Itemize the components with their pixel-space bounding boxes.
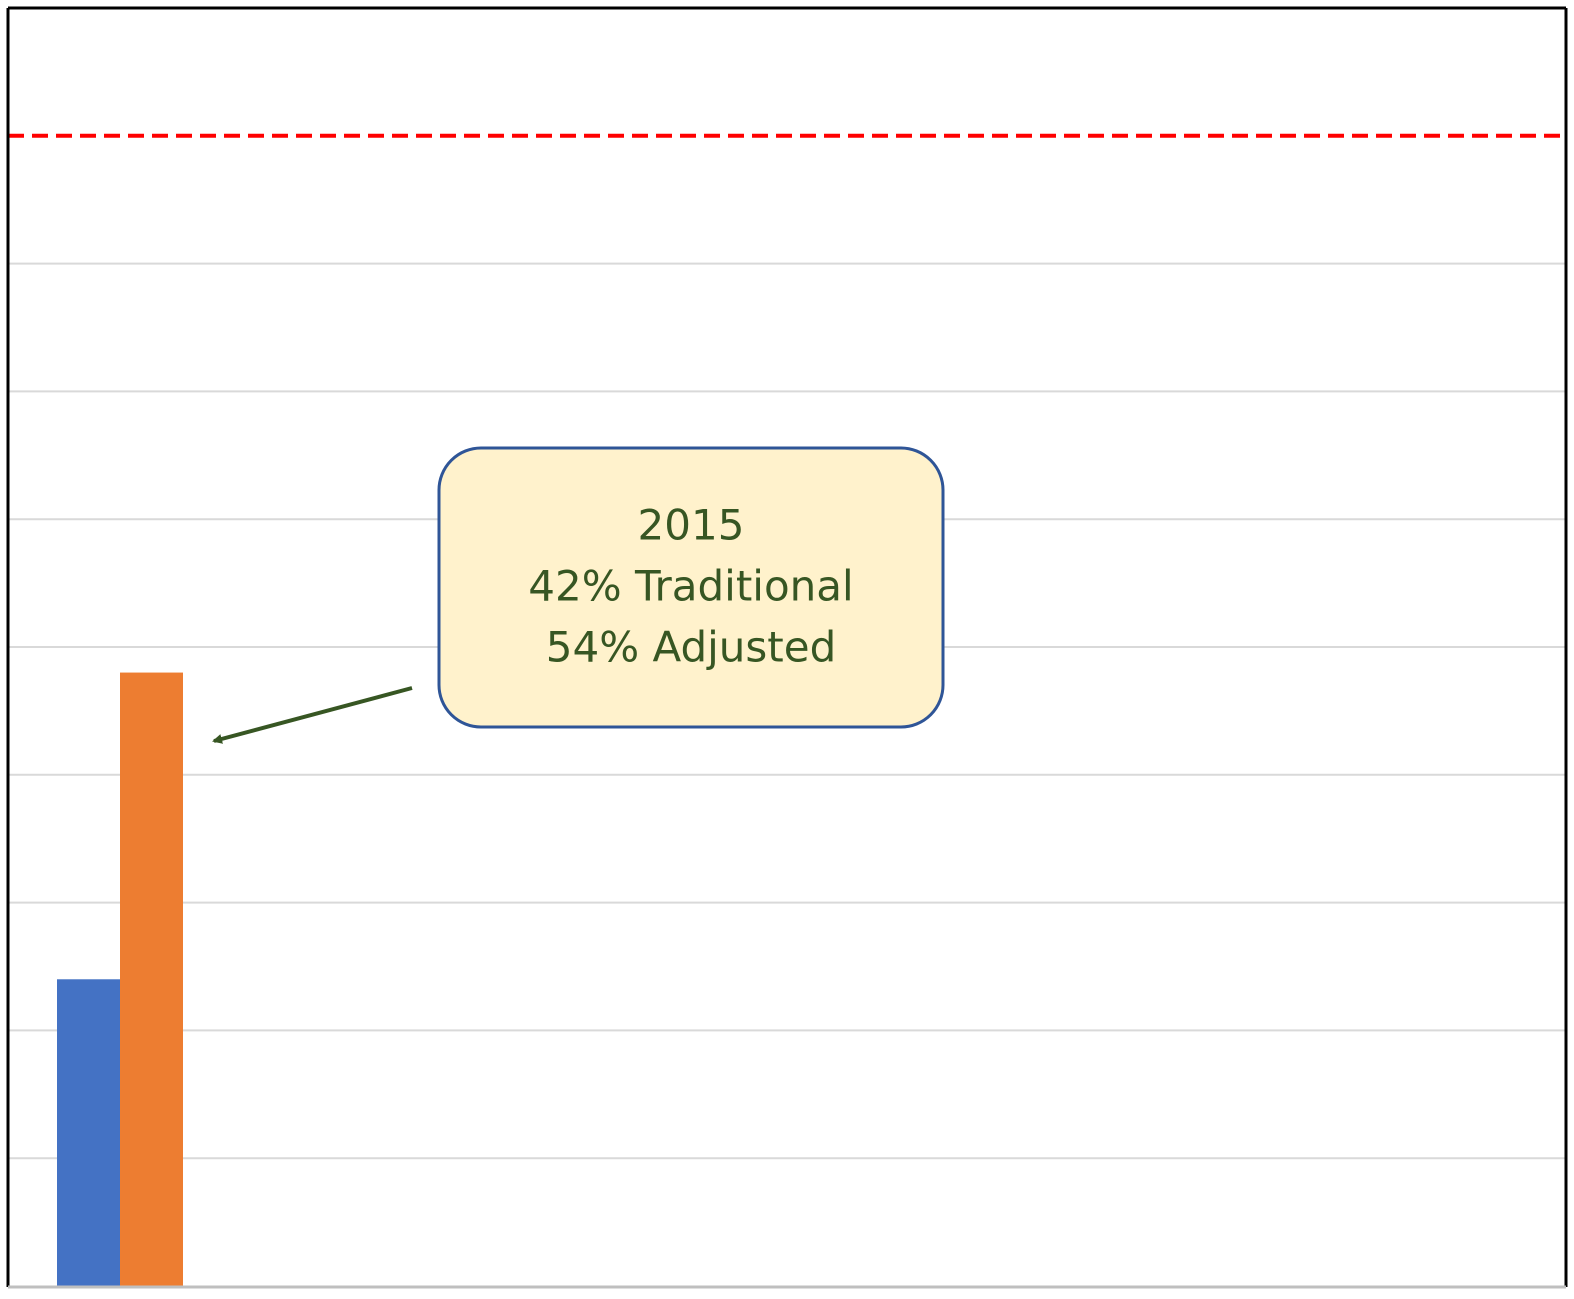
annotation-text: 42% Traditional	[528, 562, 853, 611]
bar	[120, 672, 183, 1286]
annotation-text: 54% Adjusted	[546, 623, 837, 672]
bar	[57, 979, 120, 1286]
annotation-text: 2015	[638, 501, 745, 550]
annotation-arrow	[212, 686, 413, 744]
annotation-box	[437, 446, 945, 729]
